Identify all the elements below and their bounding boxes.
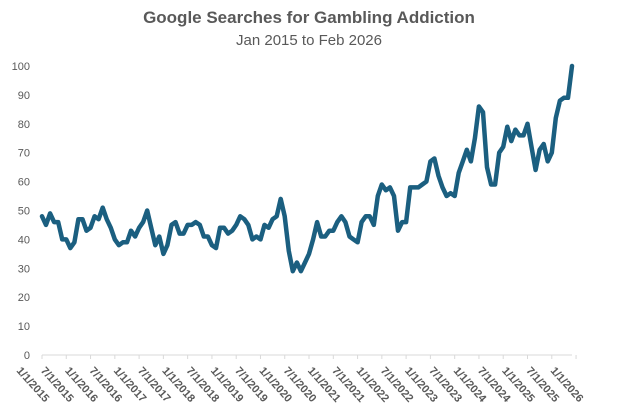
y-tick-label: 90 — [18, 90, 30, 102]
y-tick-label: 60 — [18, 177, 30, 189]
chart-subtitle: Jan 2015 to Feb 2026 — [236, 32, 382, 49]
y-tick-label: 50 — [18, 206, 30, 218]
y-tick-label: 80 — [18, 119, 30, 131]
y-tick-label: 70 — [18, 148, 30, 160]
y-tick-label: 100 — [12, 61, 30, 73]
y-tick-label: 20 — [18, 292, 30, 304]
y-tick-label: 0 — [24, 350, 30, 362]
chart-title: Google Searches for Gambling Addiction — [143, 8, 475, 27]
y-tick-label: 40 — [18, 234, 30, 246]
y-tick-label: 10 — [18, 321, 30, 333]
y-tick-label: 30 — [18, 263, 30, 275]
series-line — [39, 63, 575, 274]
